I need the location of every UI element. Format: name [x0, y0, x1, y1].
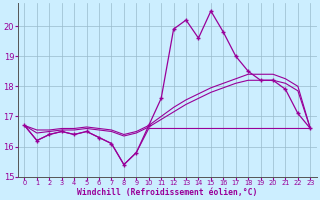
X-axis label: Windchill (Refroidissement éolien,°C): Windchill (Refroidissement éolien,°C) — [77, 188, 258, 197]
